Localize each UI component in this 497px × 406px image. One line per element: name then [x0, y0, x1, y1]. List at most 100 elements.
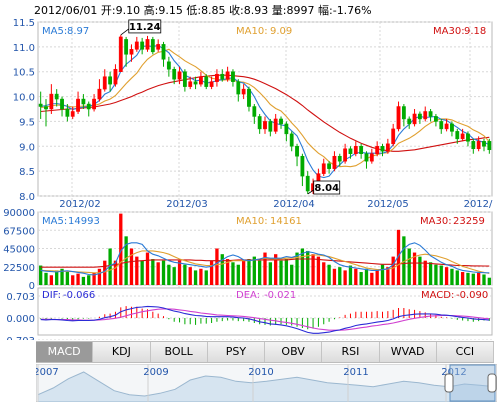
price-ma30-legend-label: MA30:: [433, 26, 465, 37]
volume-bar: [87, 275, 91, 285]
volume-bar: [306, 250, 310, 285]
tab-cci[interactable]: CCI: [436, 342, 494, 362]
candle-body: [407, 118, 412, 125]
volume-value: 8997: [286, 4, 315, 17]
volume-bar: [359, 272, 363, 285]
candle-body: [482, 141, 486, 147]
candle-body: [295, 146, 299, 157]
min-annotation-leader: [307, 189, 314, 195]
volume-bar: [258, 260, 262, 285]
volume-bar: [188, 267, 192, 285]
candle-body: [124, 39, 129, 55]
macd-tick-label: 0.000: [6, 314, 35, 325]
price-ma5-legend-label: MA5:: [42, 26, 67, 37]
volume-bar: [434, 264, 438, 285]
candle-body: [220, 73, 225, 80]
open-value: 9.10: [115, 4, 141, 17]
volume-bar: [364, 268, 369, 285]
candle-body: [289, 133, 294, 147]
candle-body: [268, 121, 273, 132]
candle-body: [172, 68, 177, 80]
tab-rsi[interactable]: RSI: [322, 342, 380, 362]
candle-body: [343, 148, 348, 162]
candle-body: [145, 39, 150, 50]
volume-bar: [284, 259, 289, 285]
volume-ma10-legend-label: MA10:: [236, 216, 268, 227]
volume-bar: [476, 272, 481, 285]
candle-body: [252, 106, 257, 117]
volume-ma5-legend-value: 14993: [68, 216, 100, 227]
volume-bar: [348, 265, 353, 285]
volume-bar: [199, 268, 203, 285]
price-axis: 11.5 11.0 10.5 10.0 9.5 9.0 8.5 8.0 2012/02 2012/…: [13, 18, 493, 210]
candle-body: [364, 153, 369, 162]
timeline-navigator[interactable]: 2007 2009 2010 2011 2012: [36, 364, 497, 402]
timeline-right-handle[interactable]: [487, 373, 497, 393]
volume-bar: [295, 252, 299, 285]
volume-tick-label: 90000: [3, 208, 35, 219]
volume-bar: [391, 256, 395, 285]
tab-psy[interactable]: PSY: [207, 342, 265, 362]
volume-bar: [220, 254, 224, 285]
volume-bar: [343, 270, 347, 285]
tab-obv[interactable]: OBV: [265, 342, 323, 362]
candle-body: [321, 163, 326, 174]
volume-bar: [241, 260, 246, 285]
macd-dea-legend-label: DEA:: [236, 290, 260, 301]
timeline-year-label: 2009: [143, 367, 168, 378]
volume-bar: [450, 268, 454, 285]
volume-bar: [225, 259, 230, 285]
timeline-year-label: 2007: [36, 367, 59, 378]
candle-body: [279, 118, 283, 125]
candle-body: [113, 68, 118, 85]
tab-macd[interactable]: MACD: [36, 342, 94, 362]
candle-body: [428, 111, 433, 117]
candle-body: [199, 76, 203, 85]
timeline-left-handle[interactable]: [444, 373, 454, 393]
volume-bar: [81, 276, 86, 285]
open-label: 开:: [100, 4, 116, 17]
volume-bar: [215, 248, 219, 285]
candle-body: [460, 133, 465, 140]
candle-body: [434, 116, 438, 122]
close-value: 8.93: [243, 4, 269, 17]
candle-body: [471, 141, 476, 150]
candle-body: [380, 146, 385, 152]
max-annotation-leader: [120, 28, 130, 36]
volume-ma5-legend-label: MA5:: [42, 216, 67, 227]
candle-body: [359, 146, 364, 154]
date-tick-label: 2012/02: [59, 199, 101, 210]
candle-body: [401, 106, 406, 120]
tab-boll[interactable]: BOLL: [150, 342, 208, 362]
volume-bar: [279, 260, 283, 285]
candle-body: [150, 39, 155, 53]
candle-body: [70, 111, 75, 117]
volume-bar: [247, 259, 251, 285]
timeline-year-label: 2010: [248, 367, 273, 378]
high-value: 9.15: [158, 4, 183, 17]
tab-kdj[interactable]: KDJ: [93, 342, 151, 362]
tab-wvad[interactable]: WVAD: [379, 342, 437, 362]
candle-body: [348, 148, 353, 154]
candle-body: [305, 175, 310, 192]
volume-bars: [39, 213, 491, 285]
candle-body: [375, 146, 380, 154]
price-tick-label: 10.0: [13, 93, 35, 104]
volume-ma10-legend-value: 14161: [270, 216, 302, 227]
timeline-area: [37, 371, 496, 402]
date-tick-label: 2012/05: [367, 199, 409, 210]
stock-chart[interactable]: 11.24 8.04 11.5 11.0 10.5 10.0 9.5 9.0 8.5 8.0 20…: [0, 0, 497, 340]
quote-date: 2012/06/01: [34, 4, 98, 17]
change-label: 幅:: [318, 4, 333, 17]
volume-tick-label: 67500: [3, 226, 35, 237]
candle-body: [86, 103, 91, 110]
volume-ma30-legend-label: MA30:: [420, 216, 452, 227]
candle-body: [54, 93, 59, 100]
volume-bar: [316, 256, 321, 285]
candle-body: [369, 153, 374, 162]
volume-bar: [423, 260, 427, 285]
date-tick-label: 2012/: [464, 199, 493, 210]
macd-axis: 0.703 0.000 -0.703: [3, 292, 35, 340]
candle-body: [236, 81, 241, 95]
